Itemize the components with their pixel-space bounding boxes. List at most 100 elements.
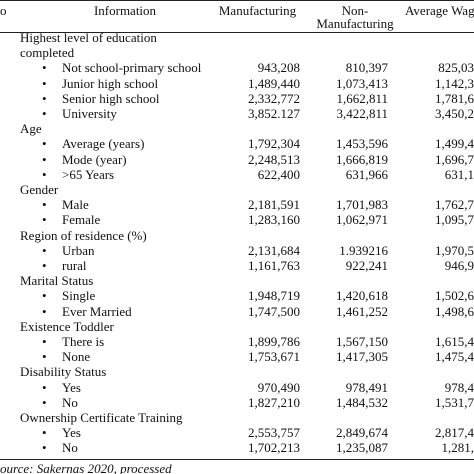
cell-value: 978,4 [444,379,474,395]
row-label: Average (years) [62,136,145,152]
cell-value: 1,235,087 [336,440,388,456]
cell-value: 2,181,591 [248,197,300,213]
bullet: • [42,379,47,395]
cell-value: 1,499,4 [435,136,474,152]
cell-value: 810,397 [345,60,388,76]
cell-value: 943,208 [257,60,300,76]
cell-value: 3,450,2 [435,106,474,121]
cell-value: 978,491 [345,379,388,395]
section-title: Ownership Certificate Training [20,410,183,425]
row-label: Urban [62,242,95,258]
cell-value: 946,9 [444,258,474,273]
bullet: • [42,288,47,304]
row-label: Mode (year) [62,151,127,167]
cell-value: 3,852.127 [248,106,300,121]
cell-value: 631,966 [345,166,388,182]
cell-value: 1,899,786 [248,334,300,349]
row-label: Male [62,197,89,213]
header-average: Average Wag [405,3,474,18]
cell-value: 1,615,4 [435,334,474,349]
row-label: Female [62,212,101,228]
section-title: Gender [20,182,59,197]
cell-value: 2,248,513 [248,151,300,167]
cell-value: 1,701,983 [336,197,388,213]
row-label: Not school-primary school [62,60,202,76]
header-rule [0,32,474,33]
cell-value: 1,484,532 [336,394,388,410]
cell-value: 1,283,160 [248,212,300,228]
section-title: Region of residence (%) [20,227,147,243]
cell-value: 1,970,5 [435,242,474,258]
bullet: • [42,75,47,91]
cell-value: 1,531,7 [435,394,474,410]
bullet: • [42,151,47,167]
cell-value: 1,095,7 [435,212,474,228]
header-non-manufacturing: Non- [341,3,369,18]
cell-value: 1,420,618 [336,288,388,304]
bullet: • [42,212,47,228]
cell-value: 1,696,7 [435,151,474,167]
footer-source: ource: Sakernas 2020, processed [0,460,172,474]
cell-value: 1.939216 [339,242,388,258]
cell-value: 1,753,671 [248,349,300,365]
cell-value: 1,073,413 [336,75,388,91]
bullet: • [42,90,47,106]
bullet: • [42,242,47,258]
header-information: Information [93,3,157,18]
cell-value: 2,332,772 [248,90,300,106]
cell-value: 1,948,719 [248,288,300,304]
header-manufacturing: Manufacturing [218,3,297,18]
section-title: Age [20,121,42,137]
cell-value: 1,161,763 [248,258,300,273]
cell-value: 970,490 [257,379,300,395]
bullet: • [42,166,47,182]
section-title: Marital Status [20,273,94,289]
cell-value: 1,142,3 [435,75,474,91]
row-label: No [62,394,78,410]
bullet: • [42,334,47,349]
row-label: >65 Years [62,166,115,182]
cell-value: 922,241 [345,258,388,273]
top-rule [0,0,474,1]
bullet: • [42,197,47,213]
bullet: • [42,106,47,121]
cell-value: 1,666,819 [336,151,388,167]
cell-value: 1,417,305 [336,349,388,365]
row-label: Junior high school [62,75,159,91]
bullet: • [42,440,47,456]
row-label: University [62,106,117,121]
row-label: No [62,440,78,456]
section-title: Highest level of education [20,30,157,45]
cell-value: 1,281, [441,440,474,456]
cell-value: 1,702,213 [248,440,300,456]
bullet: • [42,60,47,76]
row-label: Senior high school [62,90,160,106]
bullet: • [42,349,47,365]
row-label: None [62,349,91,365]
bullet: • [42,303,47,319]
cell-value: 3,422,811 [336,106,388,121]
cell-value: 631,1 [444,166,474,182]
cell-value: 1,781,6 [435,90,474,106]
bottom-rule [0,458,474,460]
cell-value: 1,762,7 [435,197,474,213]
row-label: Ever Married [62,303,132,319]
cell-value: 1,792,304 [248,136,300,152]
cell-value: 825,03 [438,60,474,76]
cell-value: 622,400 [257,166,300,182]
cell-value: 1,502,6 [435,288,474,304]
cell-value: 1,567,150 [336,334,388,349]
cell-value: 1,453,596 [336,136,388,152]
cell-value: 2,849,674 [336,425,388,441]
row-label: Yes [62,379,81,395]
cell-value: 1,662,811 [336,90,388,106]
row-label: There is [62,334,105,349]
cell-value: 1,498,6 [435,303,474,319]
row-label: Single [62,288,96,304]
cell-value: 1,461,252 [336,303,388,319]
section-title: completed [20,45,75,61]
cell-value: 1,827,210 [248,394,300,410]
row-label: Yes [62,425,81,441]
header-no: o [0,3,7,18]
